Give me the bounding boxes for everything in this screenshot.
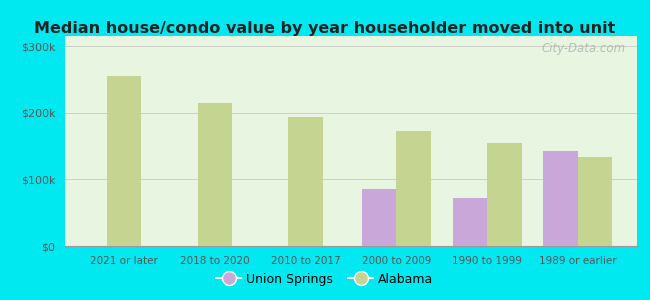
Bar [488, 143, 522, 246]
Bar [198, 103, 232, 246]
Legend: Union Springs, Alabama: Union Springs, Alabama [211, 268, 439, 291]
Bar [107, 76, 141, 246]
Bar [362, 189, 396, 246]
Bar [452, 198, 488, 246]
Bar [289, 117, 323, 246]
Text: City-Data.com: City-Data.com [541, 42, 625, 55]
Bar [396, 131, 431, 246]
Bar [543, 151, 578, 246]
Bar [578, 157, 612, 246]
Text: Median house/condo value by year householder moved into unit: Median house/condo value by year househo… [34, 21, 616, 36]
